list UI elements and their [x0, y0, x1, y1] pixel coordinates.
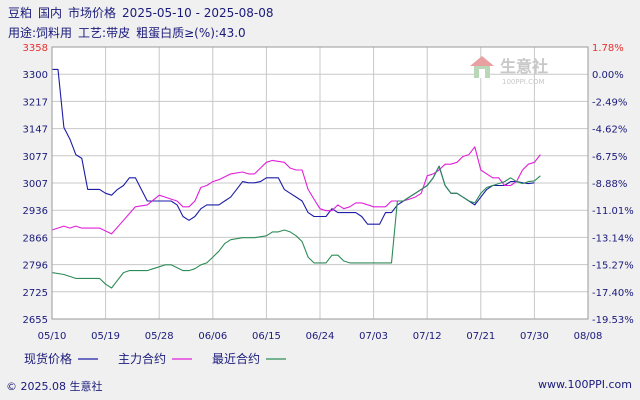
x-tick-label: 07/12 [413, 331, 442, 342]
footer-site[interactable]: www.100PPI.com [538, 378, 632, 391]
y-tick-left: 2725 [23, 288, 48, 299]
y-tick-right: -19.53% [592, 315, 634, 326]
legend: 现货价格 主力合约 最近合约 [24, 351, 287, 366]
x-tick-label: 07/30 [520, 331, 549, 342]
date-range: 2025-05-10 - 2025-08-08 [122, 6, 274, 20]
x-tick-label: 07/21 [466, 331, 495, 342]
market-name: 市场价格 [68, 6, 117, 20]
x-tick-label: 08/08 [574, 331, 603, 342]
x-tick-label: 06/06 [198, 331, 227, 342]
spec-row: 用途:饲料用 工艺:带皮 粗蛋白质≥(%):43.0 [8, 24, 246, 41]
y-tick-left: 2655 [23, 315, 48, 326]
series-line-3 [51, 165, 541, 289]
y-tick-right: -6.75% [592, 152, 627, 163]
watermark-brand: 生意社 [500, 57, 548, 76]
legend-label-2: 主力合约 [118, 351, 166, 366]
y-tick-left: 3217 [23, 97, 48, 108]
y-tick-right: -2.49% [592, 97, 627, 108]
y-tick-left: 2866 [23, 233, 48, 244]
y-tick-left: 3007 [23, 179, 48, 190]
x-tick-label: 05/28 [145, 331, 174, 342]
legend-label-3: 最近合约 [212, 351, 260, 366]
y-tick-right: -11.01% [592, 206, 634, 217]
x-axis: 05/10 05/19 05/28 06/06 06/15 06/24 07/03 07/12… [38, 331, 603, 342]
usage-label: 用途:饲料用 [8, 26, 73, 40]
y-axis-right: 1.78% 0.00% -2.49% -4.62% -6.75% -8.88% -11.01… [592, 43, 634, 326]
x-tick-label: 06/15 [252, 331, 281, 342]
series-lines [51, 68, 541, 289]
y-tick-left: 3077 [23, 152, 48, 163]
y-tick-left: 2796 [23, 261, 48, 272]
x-tick-label: 07/03 [359, 331, 388, 342]
product-name: 豆粕 [8, 6, 33, 20]
x-tick-label: 05/19 [91, 331, 120, 342]
watermark: 生意社 100PPI.COM [470, 56, 548, 86]
y-tick-left: 3147 [23, 125, 48, 136]
chart-title-row: 豆粕 国内 市场价格 2025-05-10 - 2025-08-08 [8, 4, 273, 21]
y-tick-right: 1.78% [592, 43, 624, 54]
y-tick-right: -17.40% [592, 288, 634, 299]
footer-copyright: © 2025.08 生意社 [6, 380, 103, 393]
y-tick-right: -15.27% [592, 261, 634, 272]
plot-frame [51, 46, 589, 320]
y-tick-right: -4.62% [592, 125, 627, 136]
y-tick-left: 2936 [23, 206, 48, 217]
x-tick-label: 06/24 [306, 331, 335, 342]
y-tick-right: -13.14% [592, 233, 634, 244]
series-line-2 [51, 146, 541, 235]
grid-lines [52, 47, 588, 319]
process-label: 工艺:带皮 [78, 26, 131, 40]
y-axis-left: 3358 3300 3217 3147 3077 3007 2936 2866 2796 2725… [23, 43, 48, 326]
region-name: 国内 [38, 6, 63, 20]
watermark-url: 100PPI.COM [502, 78, 545, 86]
watermark-logo-icon [470, 56, 494, 78]
legend-label-1: 现货价格 [24, 351, 72, 366]
y-tick-right: -8.88% [592, 179, 627, 190]
y-tick-right: 0.00% [592, 70, 624, 81]
protein-label: 粗蛋白质≥(%):43.0 [136, 26, 246, 40]
y-tick-left: 3300 [23, 70, 48, 81]
y-tick-left: 3358 [23, 43, 48, 54]
x-tick-label: 05/10 [38, 331, 67, 342]
